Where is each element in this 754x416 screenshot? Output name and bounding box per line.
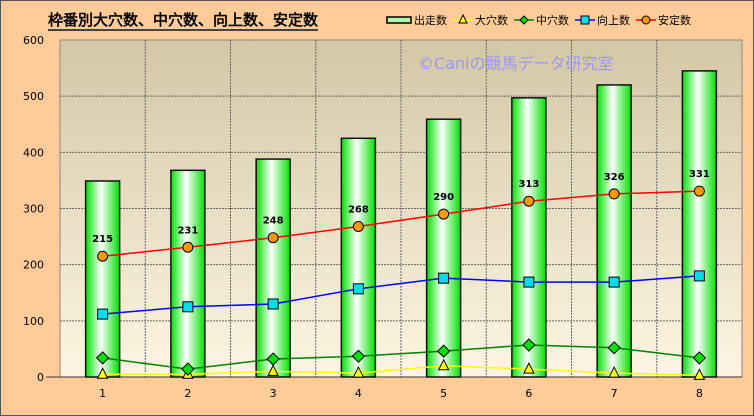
legend-label: 向上数 [597,14,630,27]
legend-item: 安定数 [636,12,691,28]
point-安定数 [693,185,705,197]
bar-出走数 [340,137,377,378]
line-向上数 [102,275,700,315]
series-向上数 [97,270,705,320]
legend: 出走数 大穴数 中穴数 向上数 安定数 [386,12,693,28]
data-label: 215 [92,234,113,245]
point-大穴数 [267,364,279,376]
line-中穴数 [102,344,700,370]
point-中穴数 [522,338,536,352]
point-中穴数 [95,351,110,365]
legend-swatch [453,14,473,24]
y-tick-label: 100 [23,315,44,328]
bar-出走数 [170,169,206,378]
point-向上数 [693,270,705,282]
point-安定数 [352,220,364,232]
x-tick-label: 2 [184,387,191,400]
bar-出走数 [84,180,121,378]
x-tick-label: 8 [696,387,703,400]
point-大穴数 [693,368,706,380]
point-中穴数 [436,344,451,358]
legend-label: 中穴数 [536,14,569,27]
point-安定数 [97,250,109,262]
bar-出走数 [511,97,547,378]
point-向上数 [267,298,279,310]
point-向上数 [97,308,109,320]
point-向上数 [523,276,535,288]
point-中穴数 [351,349,366,363]
y-tick-label: 300 [23,203,44,216]
legend-item: 出走数 [386,12,447,28]
point-安定数 [608,188,620,200]
x-tick-label: 6 [525,387,532,400]
data-label: 231 [177,225,198,236]
data-label: 268 [348,204,369,215]
data-label: 331 [689,169,710,180]
point-安定数 [523,195,535,207]
chart-title: 枠番別大穴数、中穴数、向上数、安定数 [48,11,319,31]
x-tick-label: 7 [611,387,618,400]
point-中穴数 [181,362,195,376]
point-中穴数 [692,351,707,365]
legend-swatch [636,15,656,25]
point-向上数 [608,276,620,288]
legend-item: 大穴数 [453,12,508,28]
bar-出走数 [255,158,291,378]
x-tick-label: 1 [99,387,106,400]
point-大穴数 [96,367,109,379]
point-大穴数 [523,362,535,374]
x-tick-label: 5 [440,387,447,400]
y-tick-label: 400 [23,146,44,159]
point-中穴数 [266,352,280,366]
watermark: ©Caniの競馬データ研究室 [418,54,614,73]
series-安定数: 215 231 248 268 290 313 326 331 [92,169,710,262]
point-安定数 [182,241,194,253]
legend-swatch [514,15,534,25]
point-安定数 [267,232,279,244]
line-安定数 [102,190,700,257]
point-向上数 [182,301,194,313]
point-大穴数 [437,358,450,371]
point-中穴数 [607,341,621,355]
y-tick-label: 0 [37,371,44,384]
point-向上数 [352,283,364,295]
legend-item: 向上数 [575,12,630,28]
legend-label: 出走数 [414,14,447,27]
point-大穴数 [608,365,620,378]
bar-出走数 [425,118,462,378]
line-大穴数 [102,365,700,377]
y-tick-label: 500 [23,90,44,103]
data-label: 290 [433,192,454,203]
legend-swatch [575,15,595,25]
point-大穴数 [352,365,365,378]
bar-出走数 [681,70,718,378]
series-中穴数 [95,338,707,376]
y-tick-label: 600 [23,34,44,47]
legend-item: 中穴数 [514,12,569,28]
legend-swatch [386,16,412,24]
point-向上数 [438,272,450,284]
data-label: 313 [518,179,539,190]
series-大穴数 [96,358,706,380]
point-安定数 [438,208,450,220]
x-tick-label: 3 [270,387,277,400]
legend-label: 安定数 [658,14,691,27]
data-label: 326 [604,172,625,183]
bar-出走数 [596,84,632,378]
y-tick-label: 200 [23,259,44,272]
x-tick-label: 4 [355,387,362,400]
data-label: 248 [263,216,284,227]
legend-label: 大穴数 [475,14,508,27]
